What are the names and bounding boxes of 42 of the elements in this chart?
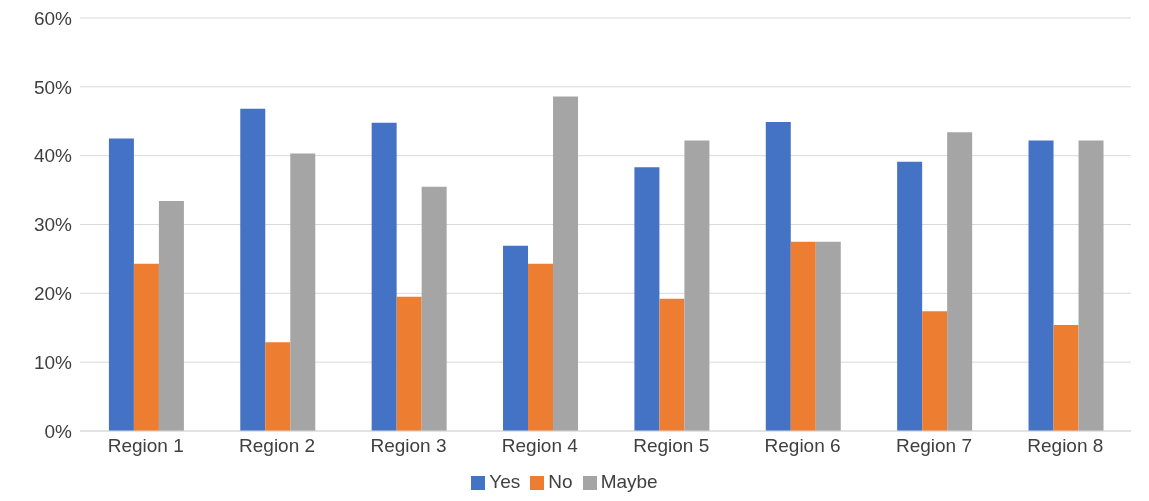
bar: [503, 245, 529, 431]
x-tick-label: Region 6: [764, 435, 841, 457]
x-tick-label: Region 5: [633, 435, 710, 457]
bar: [947, 132, 973, 431]
bar: [815, 241, 841, 431]
y-tick-label: 40%: [33, 145, 73, 167]
y-tick-label: 10%: [33, 351, 73, 373]
bar: [790, 241, 816, 431]
bar: [1028, 140, 1054, 431]
bar: [371, 122, 397, 431]
bar: [290, 153, 316, 431]
bar: [765, 121, 791, 431]
bar: [396, 296, 422, 431]
bar: [553, 96, 579, 431]
y-tick-label: 30%: [33, 214, 73, 236]
bar: [1078, 140, 1104, 431]
x-tick-label: Region 3: [370, 435, 447, 457]
bar: [240, 108, 266, 431]
legend-label: No: [548, 471, 573, 492]
x-tick-label: Region 4: [501, 435, 579, 457]
bar: [684, 140, 710, 431]
bar: [158, 201, 184, 431]
bar: [922, 311, 948, 431]
legend-label: Maybe: [600, 471, 658, 492]
bar: [659, 298, 685, 431]
y-tick-label: 60%: [33, 7, 73, 29]
y-tick-label: 50%: [33, 76, 73, 98]
bar: [421, 186, 447, 431]
y-tick-label: 0%: [44, 420, 73, 442]
bar: [1053, 325, 1079, 431]
bar: [634, 167, 660, 431]
x-tick-label: Region 8: [1027, 435, 1104, 457]
bar: [265, 342, 291, 431]
x-tick-label: Region 2: [239, 435, 316, 457]
x-tick-label: Region 7: [895, 435, 972, 457]
bar: [897, 161, 923, 431]
legend-label: Yes: [489, 471, 521, 492]
x-tick-label: Region 1: [107, 435, 184, 457]
bar: [528, 263, 554, 431]
bar: [133, 263, 159, 431]
bar: [108, 138, 134, 431]
y-tick-label: 20%: [33, 283, 73, 305]
